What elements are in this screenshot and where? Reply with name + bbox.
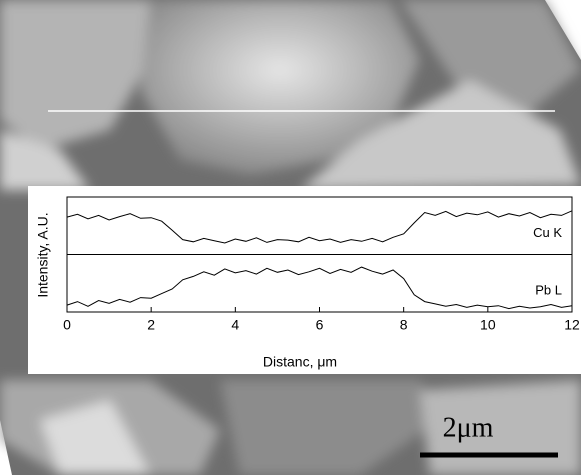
- x-tick-label: 4: [231, 317, 239, 333]
- x-tick-label: 12: [564, 317, 580, 333]
- page: 2μm Distanc, μm Intensity, A.U. Cu K Pb L…: [0, 0, 581, 475]
- scale-bar-label: 2μm: [443, 412, 494, 443]
- x-tick-label: 0: [63, 317, 71, 333]
- y-axis-label: Intensity, A.U.: [35, 212, 51, 297]
- legend-label: Cu K: [533, 225, 562, 240]
- x-tick-label: 6: [316, 317, 324, 333]
- x-tick-label: 10: [480, 317, 496, 333]
- legend-label: Pb L: [535, 283, 562, 298]
- x-tick-label: 2: [147, 317, 155, 333]
- chart-panel: [28, 186, 581, 374]
- x-tick-label: 8: [400, 317, 408, 333]
- x-axis-label: Distanc, μm: [263, 354, 337, 370]
